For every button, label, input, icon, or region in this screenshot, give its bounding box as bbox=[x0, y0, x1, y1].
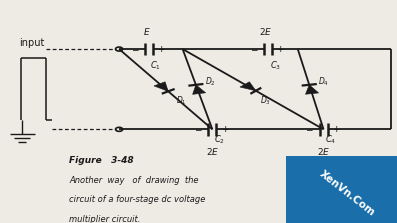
Text: $D_1$: $D_1$ bbox=[175, 95, 187, 107]
Text: input: input bbox=[19, 38, 44, 48]
Text: Another  way   of  drawing  the: Another way of drawing the bbox=[69, 176, 199, 185]
Text: $D_2$: $D_2$ bbox=[205, 76, 216, 88]
Text: $E$: $E$ bbox=[143, 26, 151, 37]
Text: $-$: $-$ bbox=[194, 124, 203, 133]
Polygon shape bbox=[193, 85, 206, 94]
Text: $C_4$: $C_4$ bbox=[325, 133, 336, 146]
Polygon shape bbox=[240, 82, 256, 91]
Text: $C_3$: $C_3$ bbox=[270, 60, 281, 72]
Text: $D_3$: $D_3$ bbox=[260, 95, 271, 107]
Text: $+$: $+$ bbox=[332, 124, 341, 134]
Text: Figure   3-48: Figure 3-48 bbox=[69, 156, 134, 165]
Text: $2E$: $2E$ bbox=[206, 146, 219, 157]
Text: $C_2$: $C_2$ bbox=[214, 133, 225, 146]
Text: $-$: $-$ bbox=[305, 124, 314, 133]
Text: $+$: $+$ bbox=[276, 44, 285, 54]
Text: $-$: $-$ bbox=[131, 44, 139, 53]
Text: $-$: $-$ bbox=[250, 44, 258, 53]
Polygon shape bbox=[306, 85, 319, 94]
Text: $2E$: $2E$ bbox=[317, 146, 330, 157]
Text: $+$: $+$ bbox=[221, 124, 229, 134]
Polygon shape bbox=[154, 82, 168, 91]
Text: $C_1$: $C_1$ bbox=[150, 60, 162, 72]
Text: $D_4$: $D_4$ bbox=[318, 76, 329, 88]
Text: multiplier circuit.: multiplier circuit. bbox=[69, 215, 141, 223]
Text: $2E$: $2E$ bbox=[259, 26, 273, 37]
Text: $+$: $+$ bbox=[157, 44, 166, 54]
Text: circuit of a four-stage dc voltage: circuit of a four-stage dc voltage bbox=[69, 195, 206, 204]
